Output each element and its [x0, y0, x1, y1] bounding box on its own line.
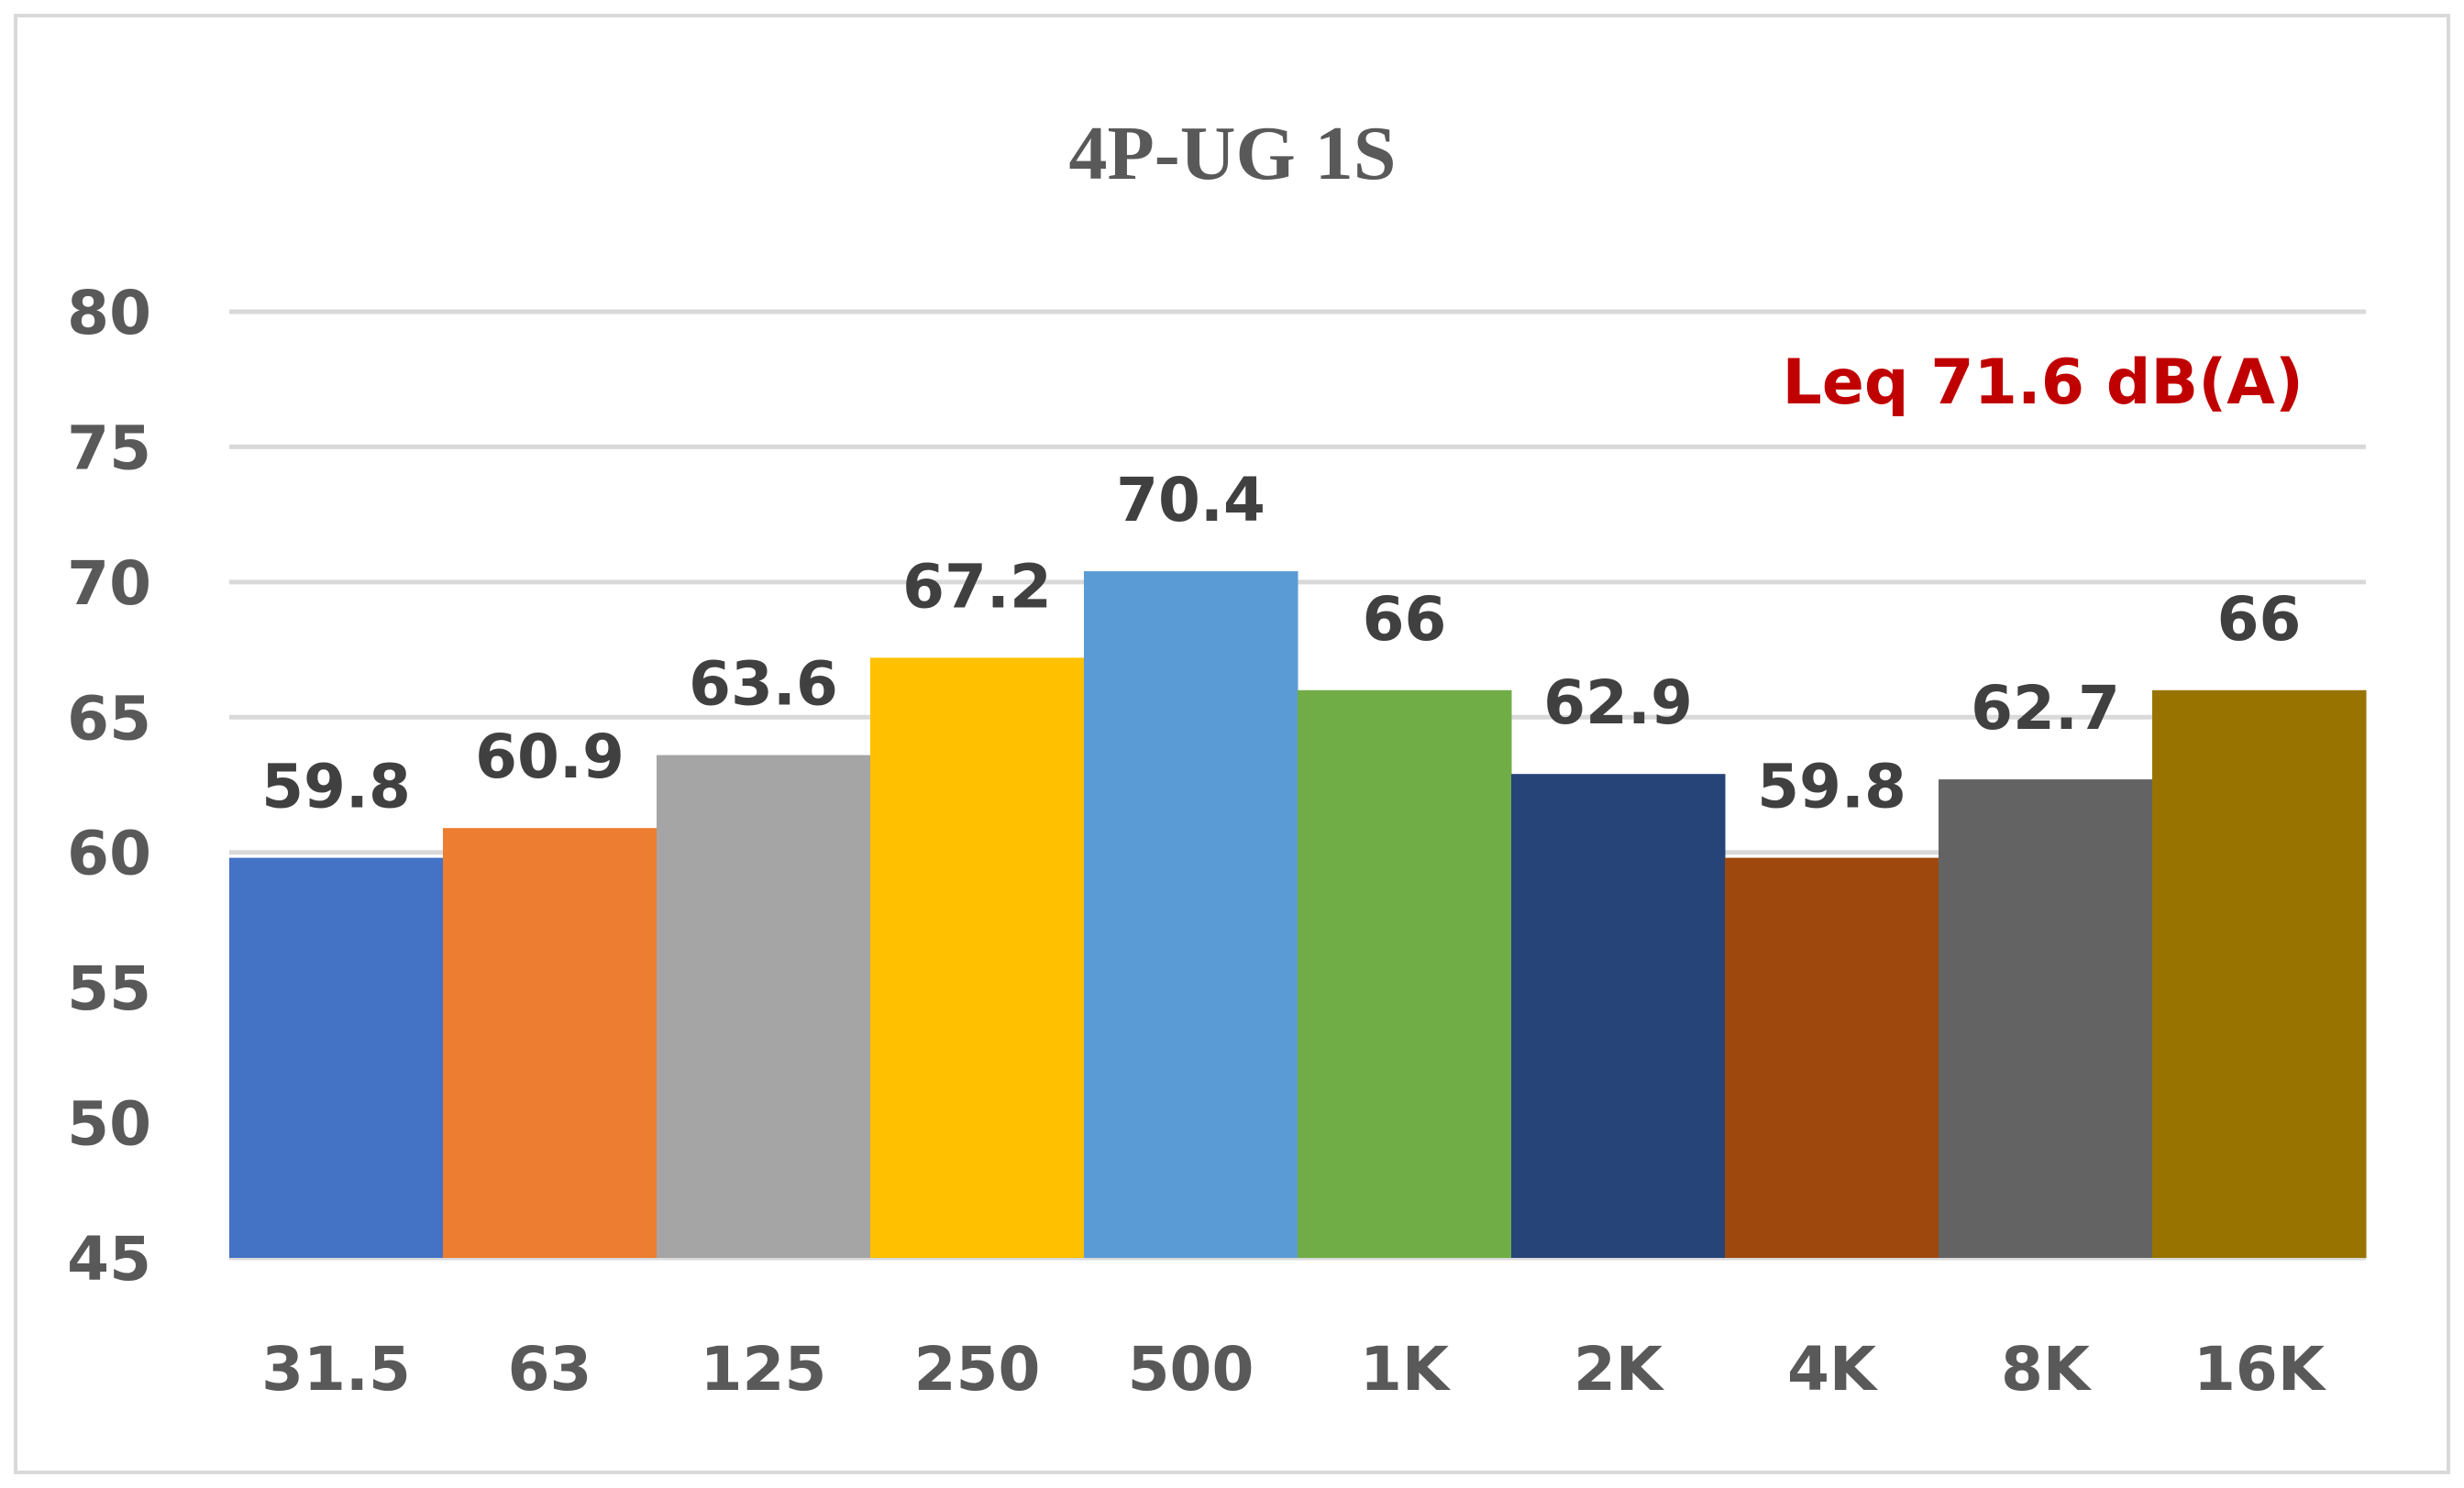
data-labels: 59.8 60.9 63.6 67.2 70.4 66 62.9 59.8 62.7 66 [261, 465, 2301, 822]
data-label: 62.9 [1543, 667, 1693, 738]
data-label: 66 [2217, 584, 2302, 655]
bar [443, 828, 657, 1258]
y-tick-label: 65 [67, 683, 151, 754]
y-axis: 45 50 55 60 65 70 75 80 [67, 278, 151, 1295]
bar [657, 755, 871, 1258]
x-tick-label: 250 [914, 1334, 1041, 1405]
bar [2152, 689, 2367, 1258]
x-tick-label: 4K [1787, 1334, 1879, 1405]
y-tick-label: 60 [67, 819, 151, 889]
x-tick-label: 16K [2193, 1334, 2327, 1405]
x-tick-label: 1K [1360, 1334, 1452, 1405]
data-label: 67.2 [902, 551, 1052, 622]
bars [229, 571, 2367, 1258]
bar [1939, 779, 2153, 1258]
bar [1511, 774, 1726, 1258]
y-tick-label: 70 [67, 548, 151, 619]
data-label: 62.7 [1971, 673, 2120, 744]
leq-annotation: Leq 71.6 dB(A) [1782, 347, 2304, 419]
y-tick-label: 55 [67, 953, 151, 1024]
bar [870, 657, 1085, 1258]
bar [229, 857, 444, 1258]
data-label: 59.8 [1757, 752, 1906, 822]
x-tick-label: 2K [1574, 1334, 1665, 1405]
data-label: 63.6 [689, 649, 838, 720]
y-tick-label: 75 [67, 413, 151, 483]
x-axis: 31.5 63 125 250 500 1K 2K 4K 8K 16K [261, 1334, 2327, 1405]
y-tick-label: 50 [67, 1089, 151, 1160]
bar [1298, 689, 1512, 1258]
data-label: 59.8 [261, 752, 411, 822]
x-tick-label: 8K [2001, 1334, 2093, 1405]
x-tick-label: 500 [1128, 1334, 1254, 1405]
y-tick-label: 80 [67, 278, 151, 348]
bar [1084, 571, 1298, 1258]
y-tick-label: 45 [67, 1224, 151, 1295]
data-label: 66 [1363, 584, 1447, 655]
chart-title: 4P-UG 1S [1069, 111, 1397, 196]
x-tick-label: 63 [508, 1334, 592, 1405]
data-label: 70.4 [1116, 465, 1265, 535]
bar [1725, 857, 1939, 1258]
data-label: 60.9 [475, 722, 624, 792]
x-tick-label: 125 [701, 1334, 827, 1405]
x-tick-label: 31.5 [261, 1334, 411, 1405]
